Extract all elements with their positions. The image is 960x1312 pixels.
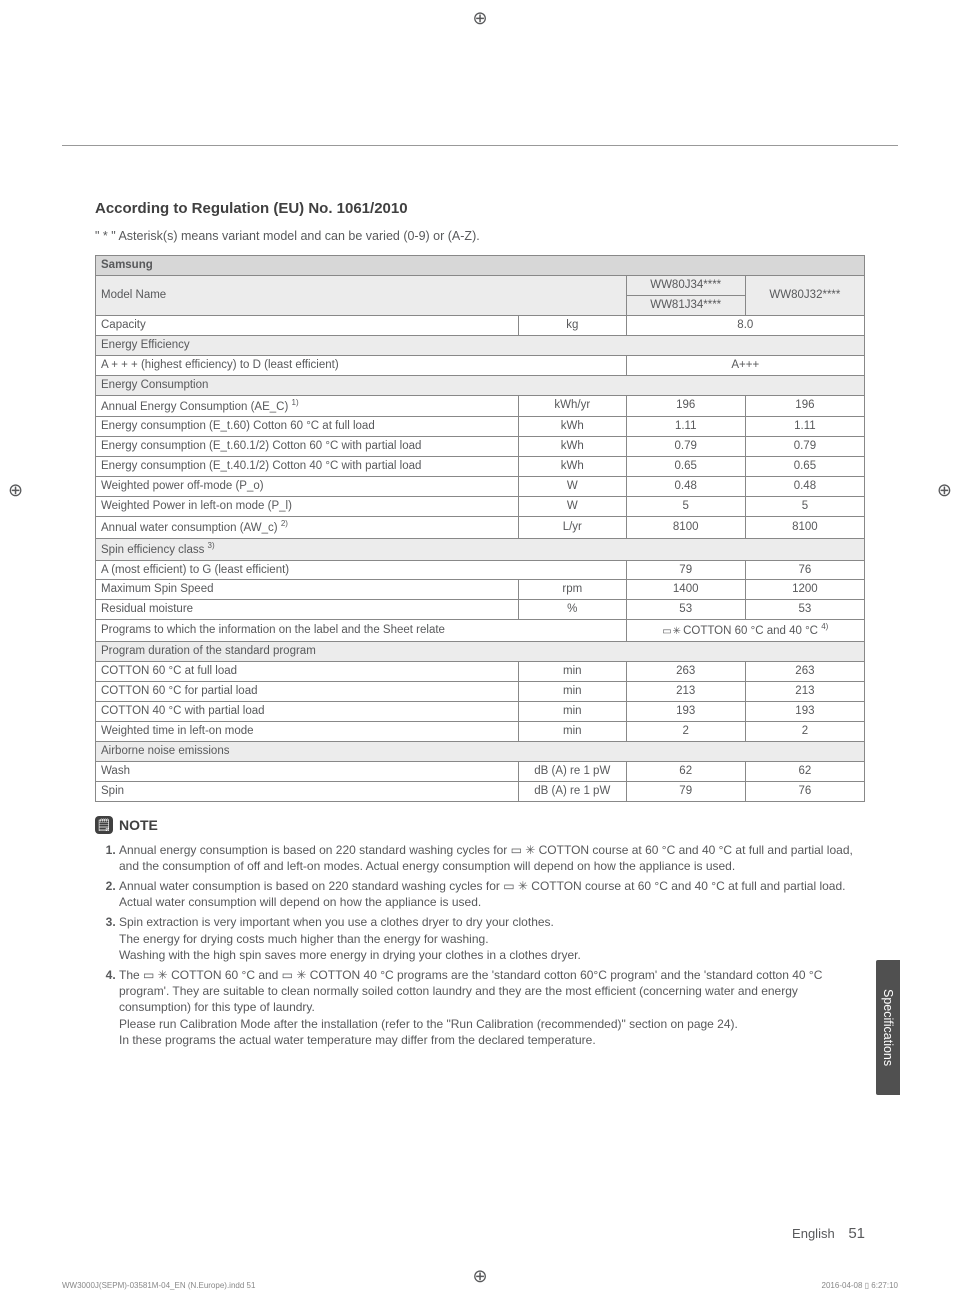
- ee-scale: A + + + (highest efficiency) to D (least…: [96, 355, 627, 375]
- crop-mark-top: ⊕: [472, 8, 487, 29]
- crop-mark-left: ⊕: [8, 480, 23, 501]
- aec-label: Annual Energy Consumption (AE_C) 1): [96, 395, 519, 417]
- model-name-label: Model Name: [96, 275, 627, 315]
- header-divider: [62, 145, 898, 146]
- aec-u: kWh/yr: [518, 395, 626, 417]
- section-tab: Specifications: [876, 960, 900, 1095]
- maxspin-label: Maximum Spin Speed: [96, 580, 519, 600]
- ee-val: A+++: [626, 355, 864, 375]
- resid-label: Residual moisture: [96, 600, 519, 620]
- note-icon: 🗒: [95, 816, 113, 834]
- aec-2: 196: [745, 395, 864, 417]
- file-footer-right: 2016-04-08 ▯ 6:27:10: [822, 1281, 898, 1290]
- progrel-val: ▭ ✳ COTTON 60 °C and 40 °C 4): [626, 620, 864, 642]
- capacity-val: 8.0: [626, 315, 864, 335]
- model1a: WW80J34****: [626, 275, 745, 295]
- progdur-header: Program duration of the standard program: [96, 642, 865, 662]
- spin-header: Spin efficiency class 3): [96, 538, 865, 560]
- note-heading: 🗒 NOTE: [95, 816, 865, 834]
- notes-list: Annual energy consumption is based on 22…: [95, 842, 865, 1048]
- file-footer-left: WW3000J(SEPM)-03581M-04_EN (N.Europe).in…: [62, 1281, 255, 1290]
- progrel-label: Programs to which the information on the…: [96, 620, 627, 642]
- spin-scale: A (most efficient) to G (least efficient…: [96, 560, 627, 580]
- capacity-label: Capacity: [96, 315, 519, 335]
- po-label: Weighted power off-mode (P_o): [96, 477, 519, 497]
- ee-header: Energy Efficiency: [96, 335, 865, 355]
- footer-page: 51: [848, 1225, 865, 1242]
- ec-header: Energy Consumption: [96, 375, 865, 395]
- brand-row: Samsung: [96, 256, 865, 276]
- model2: WW80J32****: [745, 275, 864, 315]
- note-label: NOTE: [119, 817, 158, 833]
- crop-mark-bottom: ⊕: [472, 1266, 487, 1287]
- pl-label: Weighted Power in left-on mode (P_l): [96, 497, 519, 517]
- note-3: Spin extraction is very important when y…: [119, 914, 865, 963]
- page-content: According to Regulation (EU) No. 1061/20…: [0, 0, 960, 1048]
- capacity-unit: kg: [518, 315, 626, 335]
- footer-lang: English: [792, 1226, 835, 1241]
- crop-mark-right: ⊕: [937, 480, 952, 501]
- model1b: WW81J34****: [626, 295, 745, 315]
- asterisk-note: " * " Asterisk(s) means variant model an…: [95, 229, 865, 243]
- note-4: The ▭ ✳ COTTON 60 °C and ▭ ✳ COTTON 40 °…: [119, 967, 865, 1048]
- spec-table: Samsung Model Name WW80J34**** WW80J32**…: [95, 255, 865, 802]
- awc-label: Annual water consumption (AW_c) 2): [96, 517, 519, 539]
- et40h-label: Energy consumption (E_t.40.1/2) Cotton 4…: [96, 457, 519, 477]
- page-footer: English 51: [792, 1225, 865, 1242]
- page-heading: According to Regulation (EU) No. 1061/20…: [95, 200, 865, 217]
- et60h-label: Energy consumption (E_t.60.1/2) Cotton 6…: [96, 437, 519, 457]
- note-2: Annual water consumption is based on 220…: [119, 878, 865, 910]
- noise-header: Airborne noise emissions: [96, 741, 865, 761]
- aec-1: 196: [626, 395, 745, 417]
- et60-label: Energy consumption (E_t.60) Cotton 60 °C…: [96, 417, 519, 437]
- note-1: Annual energy consumption is based on 22…: [119, 842, 865, 874]
